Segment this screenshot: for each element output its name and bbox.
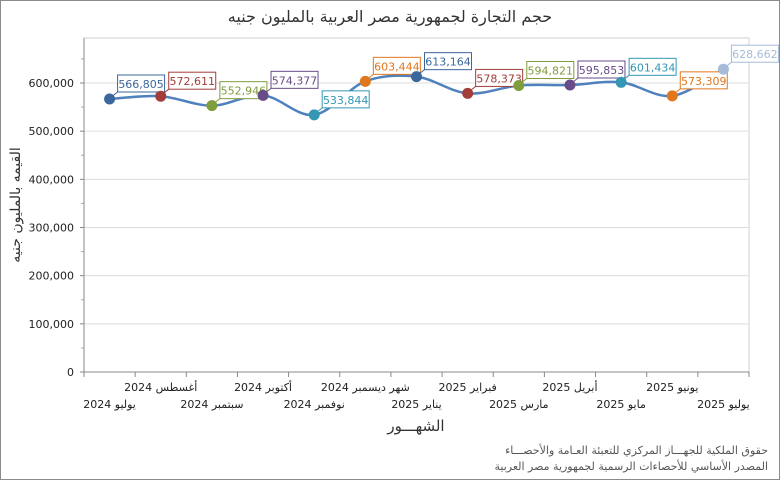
data-label-leader	[163, 88, 170, 94]
data-label-box	[628, 57, 677, 76]
data-label-box	[475, 68, 524, 87]
y-axis-title: القيمه بالمليون جنيه	[8, 147, 24, 262]
y-tick-label: 300,000	[29, 222, 75, 235]
data-point	[411, 71, 422, 83]
data-label-leader	[674, 88, 681, 94]
footer-copyright: حقوق الملكية للجهـــاز المركزي للتعبئة ا…	[505, 444, 768, 457]
data-point	[717, 63, 729, 75]
data-label: 603,444	[374, 60, 420, 73]
data-label-box	[577, 60, 626, 79]
data-label-box	[321, 90, 370, 109]
data-label-box	[679, 71, 728, 90]
data-label: 613,164	[425, 56, 471, 69]
data-label-leader	[521, 78, 528, 83]
data-label-leader	[572, 77, 579, 83]
y-tick-label: 600,000	[29, 77, 75, 90]
data-point	[308, 109, 320, 121]
x-tick-label: فبراير 2025	[438, 381, 496, 394]
data-label: 595,853	[579, 64, 625, 77]
y-tick-label: 100,000	[29, 318, 75, 331]
x-tick-label: أبريل 2025	[542, 380, 597, 394]
data-label-box	[117, 74, 166, 93]
data-point	[206, 100, 218, 112]
data-label-leader	[112, 91, 118, 97]
data-label-leader	[368, 73, 374, 79]
data-point	[359, 75, 371, 87]
data-point	[257, 89, 269, 101]
x-tick-label: يناير 2025	[391, 398, 441, 411]
data-label: 572,611	[169, 75, 215, 88]
y-tick-label: 400,000	[29, 173, 75, 186]
data-label-leader	[470, 86, 476, 91]
data-label: 552,946	[221, 85, 267, 98]
x-tick-label: يوليو 2025	[697, 398, 750, 411]
data-label: 533,844	[323, 94, 369, 107]
data-label-leader	[623, 74, 630, 80]
data-label-leader	[214, 98, 221, 104]
data-label-leader	[419, 69, 425, 75]
data-label-box	[219, 81, 268, 100]
data-label: 594,821	[528, 64, 574, 77]
data-label-box	[424, 52, 472, 71]
data-label-leader	[316, 107, 323, 113]
data-point	[564, 79, 576, 91]
y-tick-label: 200,000	[29, 270, 75, 283]
y-tick-label: 500,000	[29, 125, 75, 138]
x-tick-label: أغسطس 2024	[124, 380, 197, 394]
data-label: 566,805	[118, 78, 164, 91]
x-tick-label: مايو 2025	[596, 398, 646, 411]
data-label-box	[168, 71, 217, 90]
data-label: 628,662	[732, 48, 778, 61]
data-point	[462, 87, 474, 99]
data-point	[666, 90, 678, 102]
x-tick-label: شهر ديسمبر 2024	[321, 381, 410, 394]
x-tick-label: سبتمبر 2024	[180, 398, 243, 411]
data-label: 601,434	[630, 61, 676, 74]
x-tick-label: مارس 2025	[489, 398, 549, 411]
chart-title: حجم التجارة لجمهورية مصر العربية بالمليو…	[228, 7, 552, 27]
x-tick-label: يوليو 2024	[83, 398, 136, 411]
data-point	[513, 79, 525, 91]
data-label-box	[270, 70, 319, 89]
data-label-leader	[726, 61, 732, 67]
data-point	[155, 90, 167, 102]
data-label-box	[372, 56, 421, 75]
data-label-box	[730, 44, 779, 63]
data-label: 573,309	[681, 75, 727, 88]
y-tick-label: 0	[67, 366, 74, 379]
data-label-box	[526, 60, 575, 79]
x-tick-label: أكتوبر 2024	[234, 380, 292, 394]
x-tick-label: يونيو 2025	[646, 381, 698, 394]
plot-area	[83, 37, 750, 373]
footer-source: المصدر الأساسي للأحصاءات الرسمية لجمهوري…	[494, 460, 768, 473]
data-label-leader	[265, 87, 272, 93]
data-label: 578,373	[476, 72, 522, 85]
data-point	[615, 76, 627, 88]
x-axis-title: الشهـــور	[386, 417, 444, 435]
data-label: 574,377	[272, 74, 318, 87]
x-tick-label: نوفمبر 2024	[284, 398, 345, 411]
data-point	[104, 93, 116, 105]
